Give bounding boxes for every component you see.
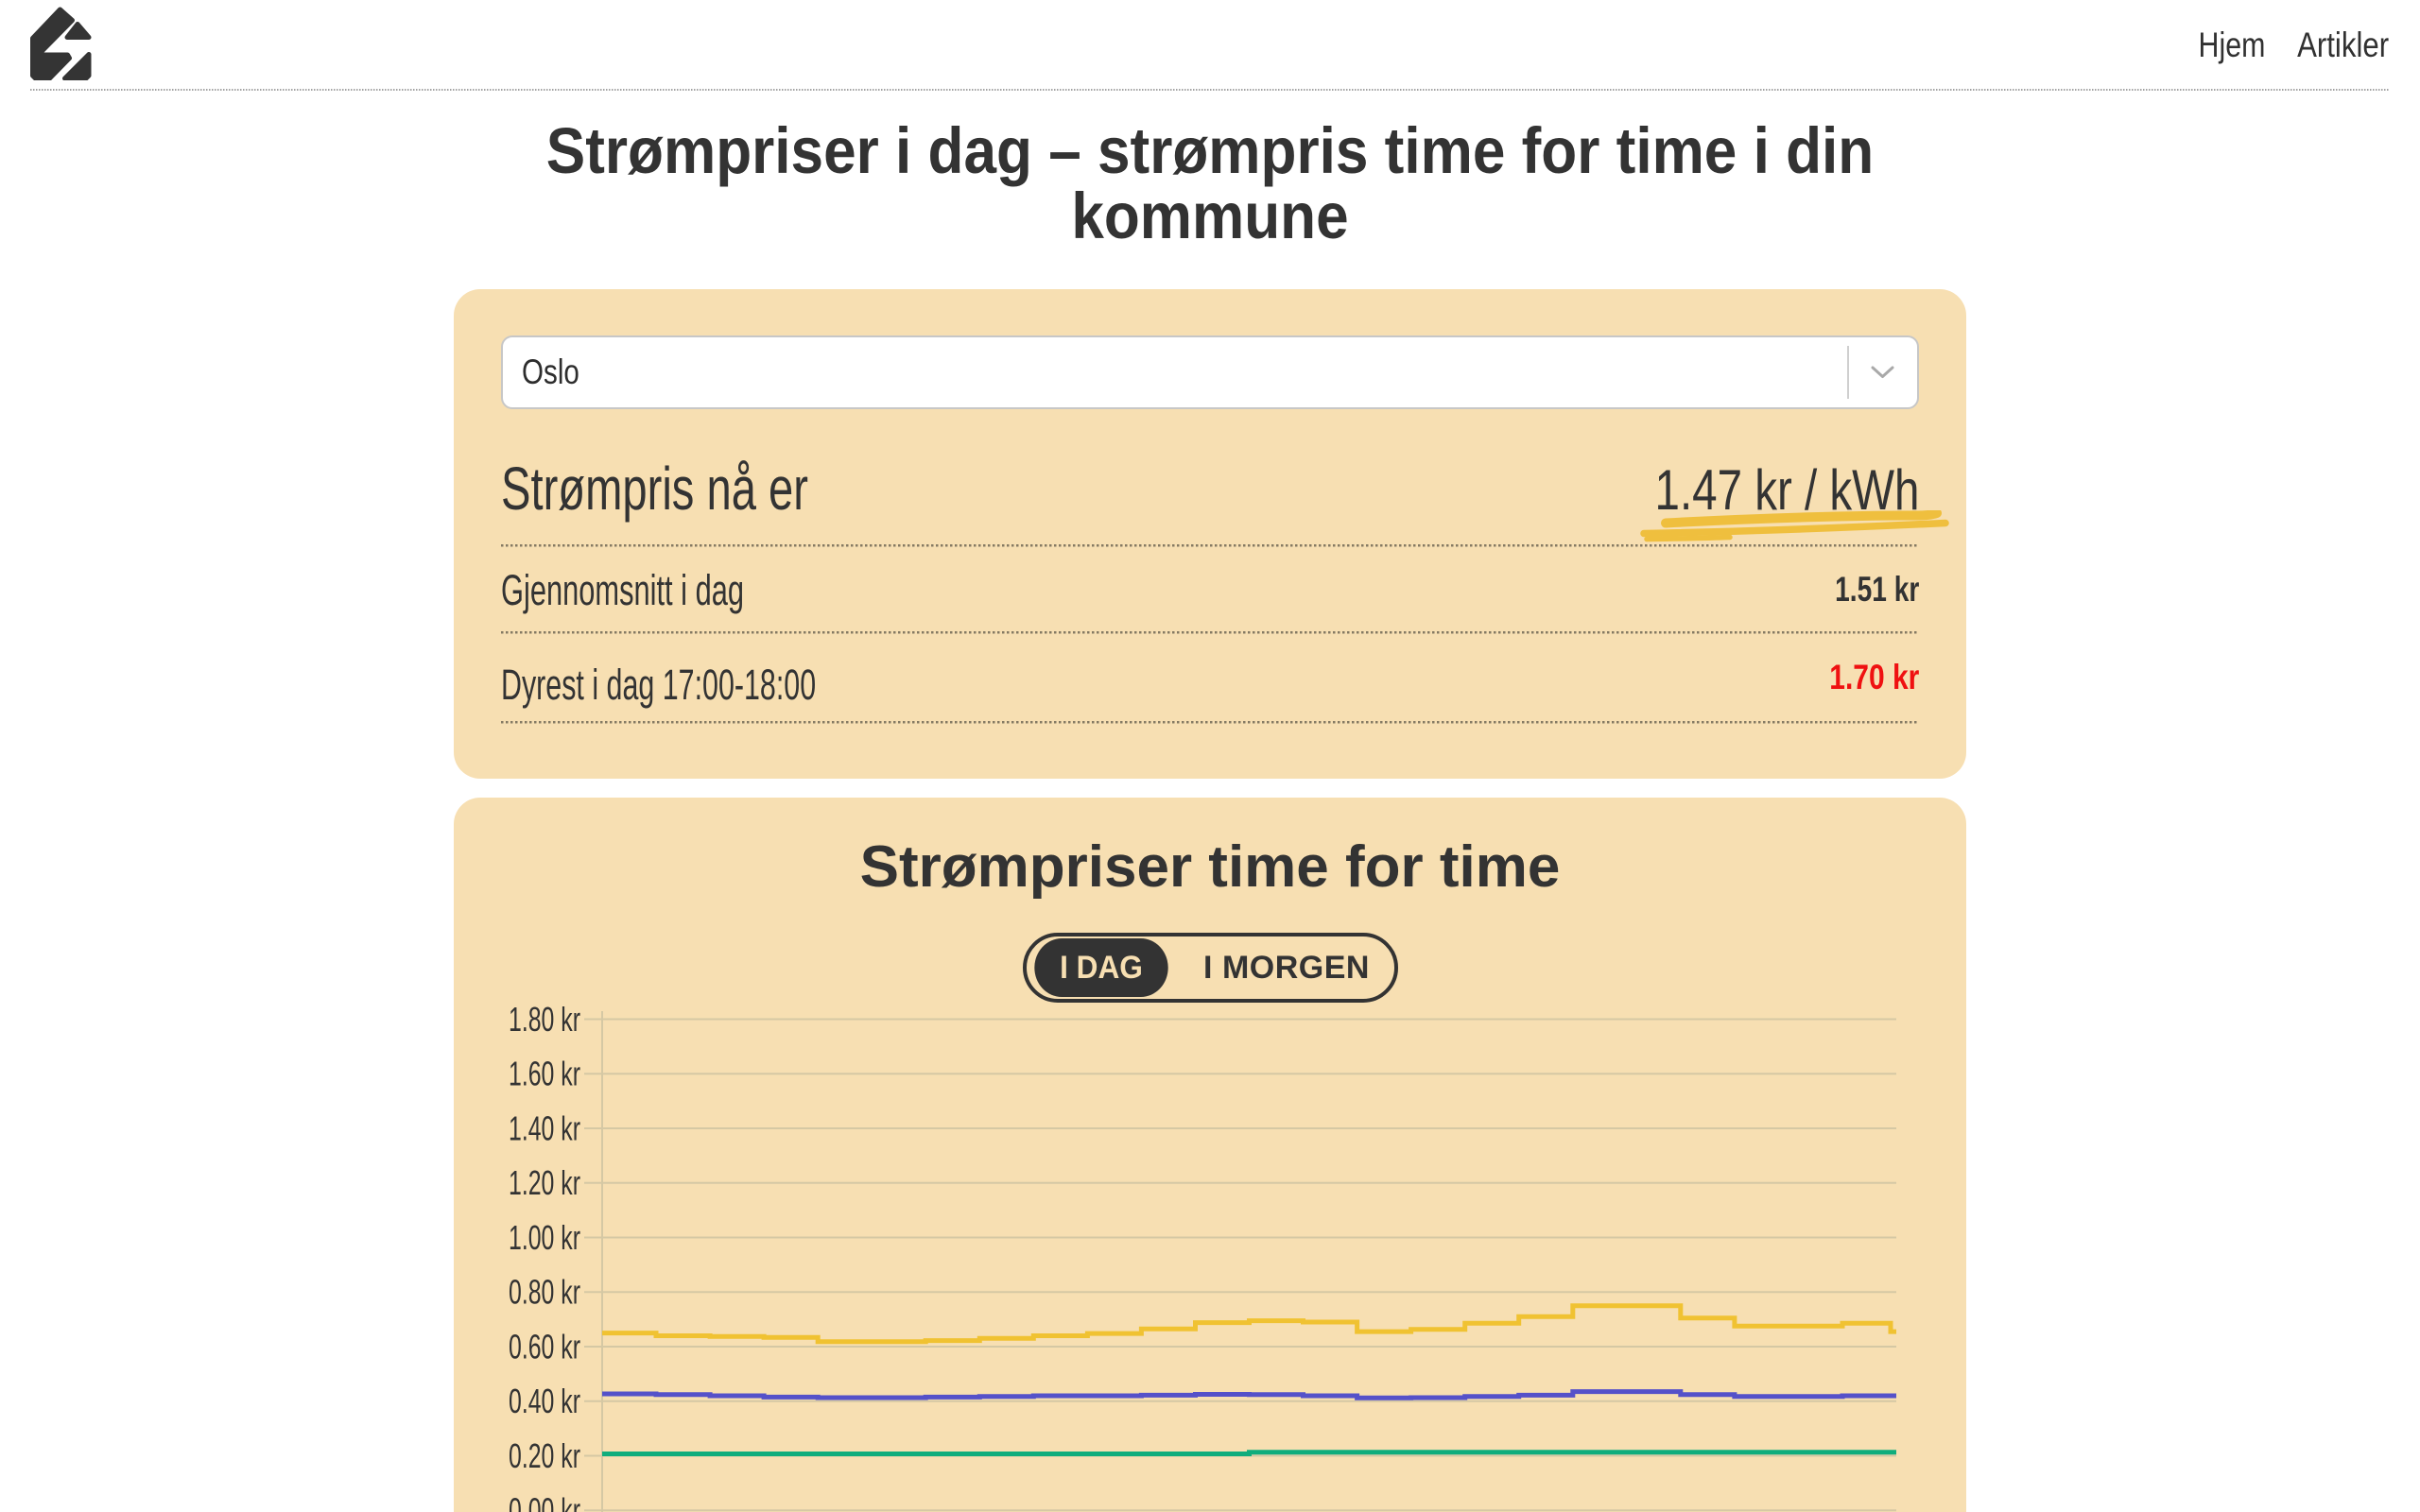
svg-text:0.20 kr: 0.20 kr (509, 1436, 580, 1475)
svg-text:0.00 kr: 0.00 kr (509, 1491, 580, 1512)
svg-text:1.80 kr: 1.80 kr (509, 1000, 580, 1039)
svg-text:1.60 kr: 1.60 kr (509, 1055, 580, 1093)
svg-text:0.60 kr: 0.60 kr (509, 1327, 580, 1366)
svg-text:1.40 kr: 1.40 kr (509, 1108, 580, 1147)
svg-text:1.20 kr: 1.20 kr (509, 1163, 580, 1202)
svg-text:0.80 kr: 0.80 kr (509, 1273, 580, 1312)
svg-text:0.40 kr: 0.40 kr (509, 1382, 580, 1420)
svg-text:1.00 kr: 1.00 kr (509, 1218, 580, 1257)
